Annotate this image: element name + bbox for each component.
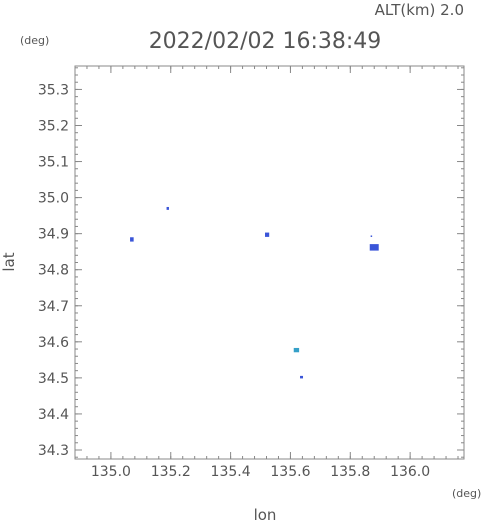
echo-point xyxy=(369,244,379,251)
echo-point xyxy=(293,347,300,353)
echo-point xyxy=(300,375,304,379)
timestamp-label: 2022/02/02 16:38:49 xyxy=(149,29,382,54)
x-tick-label: 135.8 xyxy=(330,464,370,480)
y-tick-label: 34.8 xyxy=(38,263,69,279)
y-tick-label: 35.2 xyxy=(38,118,69,134)
y-axis-unit-label: (deg) xyxy=(20,34,49,47)
x-tick-label: 136.0 xyxy=(390,464,430,480)
y-tick-label: 34.6 xyxy=(38,335,69,351)
x-tick-label: 135.2 xyxy=(151,464,191,480)
y-tick-label: 34.3 xyxy=(38,443,69,459)
y-axis-title: lat xyxy=(0,252,18,271)
x-axis-title: lon xyxy=(254,506,277,521)
echo-point xyxy=(370,235,373,237)
y-tick-label: 34.7 xyxy=(38,299,69,315)
x-axis-unit-label: (deg) xyxy=(452,487,481,500)
x-tick-label: 135.0 xyxy=(91,464,131,480)
echo-point xyxy=(130,237,134,242)
echo-point xyxy=(265,232,270,237)
y-tick-label: 34.5 xyxy=(38,371,69,387)
y-tick-label: 35.3 xyxy=(38,82,69,98)
data-points xyxy=(130,206,379,379)
altitude-label: ALT(km) 2.0 xyxy=(375,1,464,19)
y-tick-label: 34.9 xyxy=(38,227,69,243)
axis-ticks: 135.0 135.2 135.4 135.6 135.8 136.0 34.3 34.4 34… xyxy=(38,66,464,480)
echo-point xyxy=(166,206,169,210)
y-tick-label: 34.4 xyxy=(38,407,69,423)
plot-frame xyxy=(74,65,465,460)
x-tick-label: 135.4 xyxy=(211,464,251,480)
y-tick-label: 35.1 xyxy=(38,155,69,171)
x-tick-label: 135.6 xyxy=(270,464,310,480)
y-tick-label: 35.0 xyxy=(38,191,69,207)
